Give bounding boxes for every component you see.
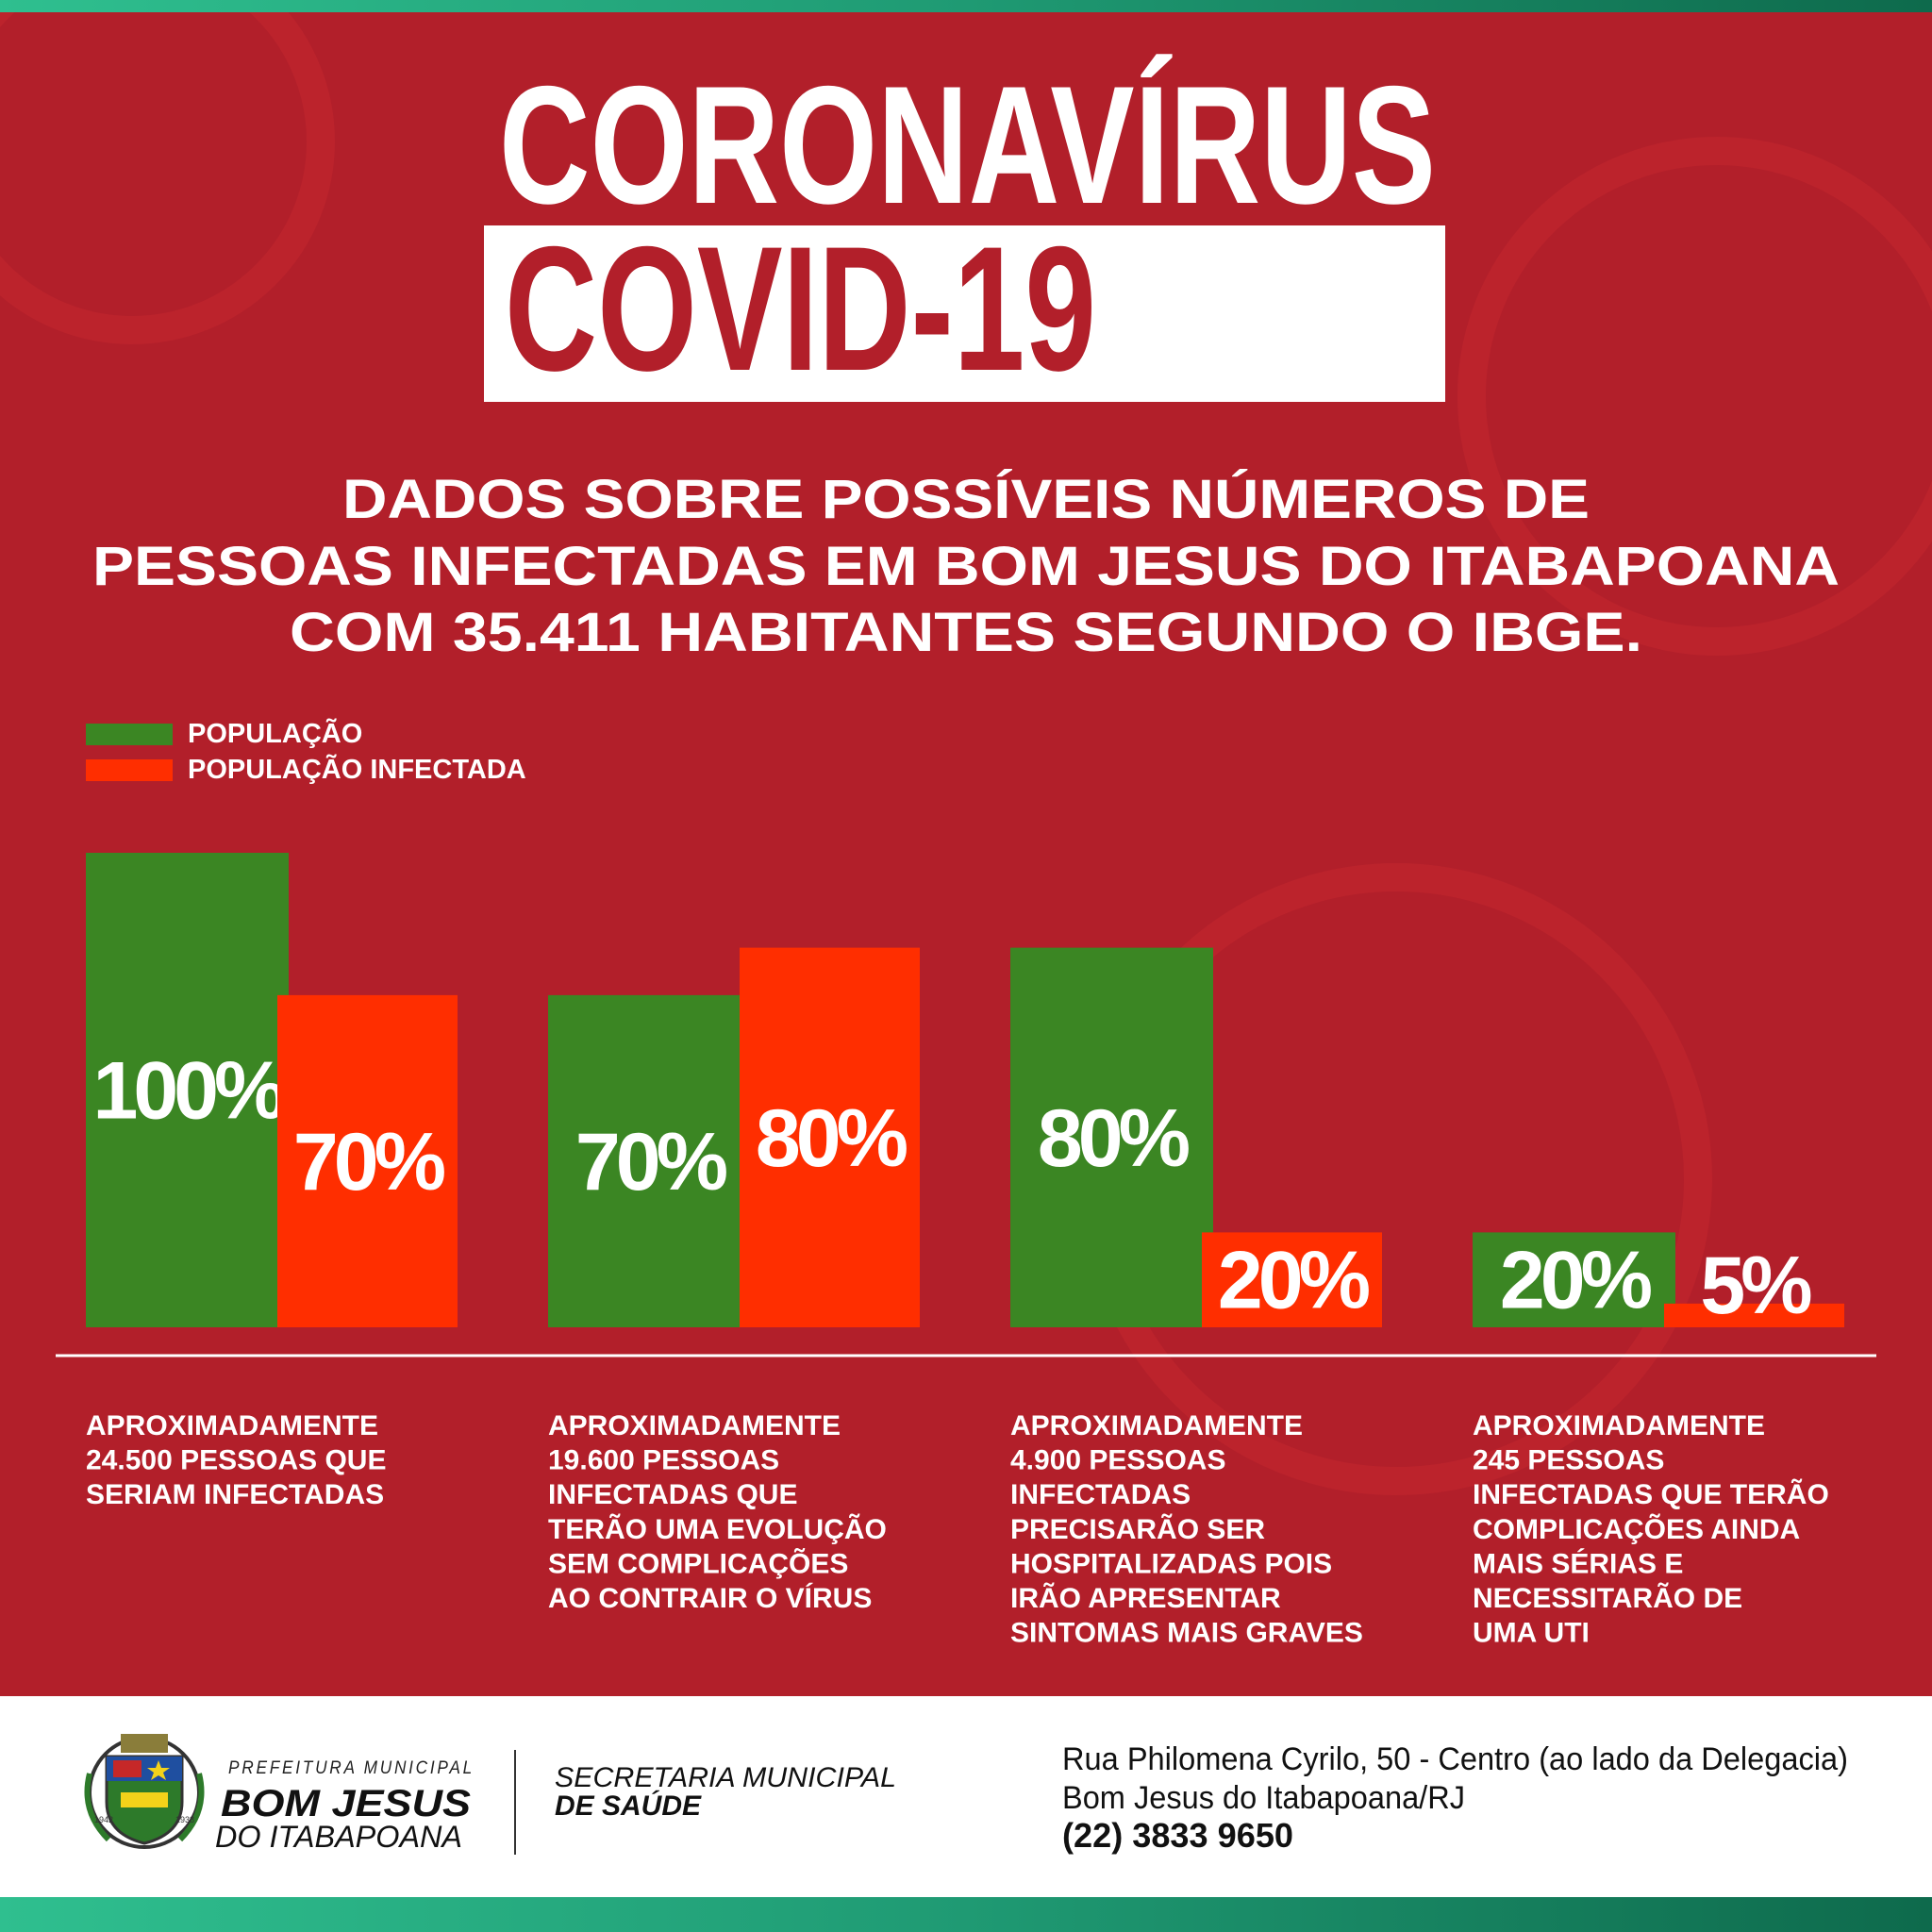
category-label: APROXIMADAMENTE	[548, 1410, 841, 1441]
value-label: 5%	[1700, 1241, 1811, 1331]
category-label: 19.600 PESSOAS	[548, 1445, 779, 1476]
value-label: 20%	[1500, 1236, 1652, 1326]
legend-label: POPULAÇÃO	[188, 717, 362, 749]
category-label: APROXIMADAMENTE	[86, 1410, 378, 1441]
legend-swatch	[86, 724, 173, 745]
category-label: 245 PESSOAS	[1473, 1445, 1664, 1476]
category-label: SERIAM INFECTADAS	[86, 1479, 384, 1510]
org-line: DO ITABAPOANA	[215, 1820, 462, 1854]
bar	[548, 994, 751, 1327]
category-label: NECESSITARÃO DE	[1473, 1582, 1742, 1614]
emblem-year: 1938	[175, 1815, 194, 1824]
subtitle-box	[484, 225, 1445, 402]
category-label: SEM COMPLICAÇÕES	[548, 1547, 848, 1579]
category-label: MAIS SÉRIAS E	[1473, 1547, 1683, 1579]
bar	[740, 947, 920, 1327]
bar	[1664, 1303, 1844, 1327]
department-line: DE SAÚDE	[555, 1790, 702, 1822]
value-label: 70%	[575, 1117, 727, 1208]
value-label: 100%	[93, 1046, 285, 1137]
category-label: COMPLICAÇÕES AINDA	[1473, 1513, 1800, 1545]
category-label: 4.900 PESSOAS	[1010, 1445, 1225, 1476]
category-label: INFECTADAS QUE	[548, 1479, 797, 1510]
description-line: COM 35.411 HABITANTES SEGUNDO O IBGE.	[290, 602, 1642, 663]
category-label: INFECTADAS QUE TERÃO	[1473, 1478, 1829, 1510]
value-label: 80%	[1038, 1093, 1190, 1184]
bar	[277, 994, 458, 1327]
description-line: DADOS SOBRE POSSÍVEIS NÚMEROS DE	[342, 469, 1590, 530]
description-line: PESSOAS INFECTADAS EM BOM JESUS DO ITABA…	[92, 536, 1840, 597]
bar	[1010, 947, 1213, 1327]
category-label: UMA UTI	[1473, 1618, 1590, 1649]
phone: (22) 3833 9650	[1062, 1816, 1293, 1855]
footer	[0, 1696, 1932, 1897]
title: CORONAVÍRUS	[499, 51, 1436, 239]
legend-swatch	[86, 759, 173, 781]
emblem-year: 1942	[94, 1815, 113, 1824]
legend-label: POPULAÇÃO INFECTADA	[188, 753, 526, 785]
top-stripe	[0, 0, 1932, 12]
category-label: IRÃO APRESENTAR	[1010, 1582, 1281, 1614]
bar	[1473, 1232, 1675, 1327]
subtitle: COVID-19	[505, 209, 1096, 408]
org-line: BOM JESUS	[221, 1783, 471, 1824]
category-label: TERÃO UMA EVOLUÇÃO	[548, 1513, 887, 1545]
department-line: SECRETARIA MUNICIPAL	[555, 1762, 896, 1793]
address-line: Rua Philomena Cyrilo, 50 - Centro (ao la…	[1062, 1741, 1848, 1777]
address-line: Bom Jesus do Itabapoana/RJ	[1062, 1780, 1465, 1816]
category-label: PRECISARÃO SER	[1010, 1513, 1265, 1545]
category-label: SINTOMAS MAIS GRAVES	[1010, 1618, 1363, 1649]
category-label: INFECTADAS	[1010, 1479, 1191, 1510]
value-label: 80%	[756, 1093, 908, 1184]
category-label: AO CONTRAIR O VÍRUS	[548, 1582, 872, 1614]
category-label: HOSPITALIZADAS POIS	[1010, 1548, 1332, 1579]
category-label: 24.500 PESSOAS QUE	[86, 1445, 387, 1476]
bar	[1202, 1232, 1382, 1327]
emblem: 1942 1938	[84, 1734, 205, 1849]
value-label: 20%	[1218, 1236, 1370, 1326]
bottom-stripe	[0, 1897, 1932, 1932]
category-label: APROXIMADAMENTE	[1010, 1410, 1303, 1441]
org-line: PREFEITURA MUNICIPAL	[228, 1758, 475, 1778]
category-label: APROXIMADAMENTE	[1473, 1410, 1765, 1441]
value-label: 70%	[293, 1117, 445, 1208]
bar	[86, 853, 289, 1327]
